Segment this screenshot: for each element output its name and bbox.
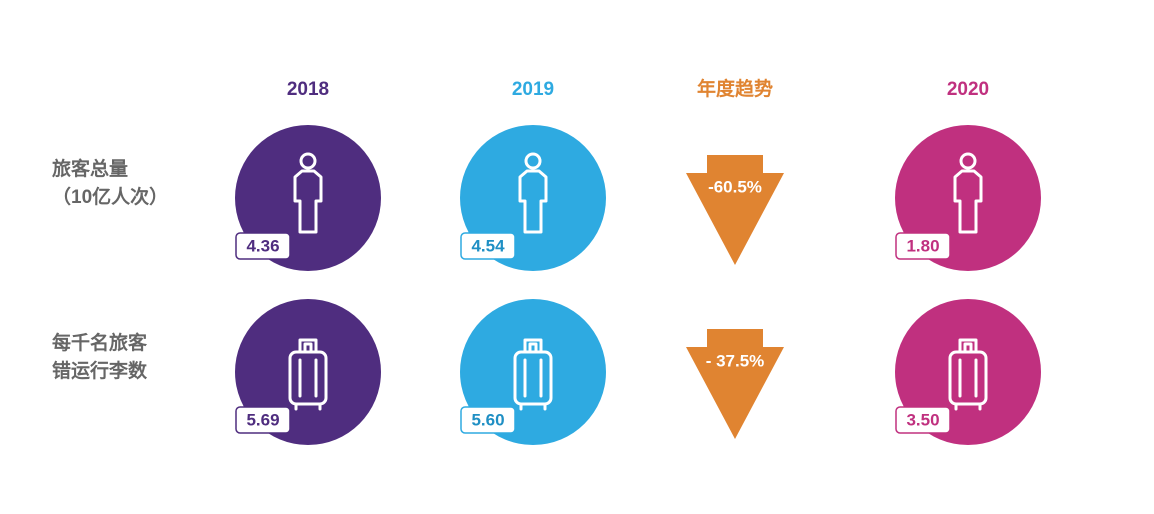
luggage-icon-handle [523,338,543,354]
row-label: （10亿人次） [52,185,168,208]
value: 4.54 [471,236,505,255]
column-header: 2020 [947,79,989,100]
luggage-icon-lines [294,358,322,411]
value: 5.60 [471,410,504,429]
value-badge [895,232,951,260]
luggage-icon-handle [958,338,978,354]
luggage-icon-lines [954,358,982,411]
value: 1.80 [906,236,939,255]
value-badge [895,406,951,434]
down-arrow [686,155,784,265]
luggage-icon-body [948,350,988,406]
luggage-icon-body [288,350,328,406]
column-header: 年度趋势 [697,77,773,100]
luggage-icon-lines [519,358,547,411]
value: 3.50 [906,410,939,429]
person-icon-head [524,152,542,170]
row-label: 错运行李数 [52,359,148,382]
value: 4.36 [246,236,279,255]
person-icon-body [953,169,983,234]
person-icon-head [299,152,317,170]
row-label: 旅客总量 [52,157,128,180]
trend-value: -60.5% [708,177,762,196]
row-label: 每千名旅客 [52,331,148,354]
luggage-icon-handle [298,338,318,354]
down-arrow [686,329,784,439]
person-icon-head [959,152,977,170]
column-header: 2018 [287,79,329,100]
person-icon-body [293,169,323,234]
value-badge [460,232,516,260]
value-badge [460,406,516,434]
column-header: 2019 [512,79,554,100]
trend-value: - 37.5% [706,351,765,370]
value-badge [235,406,291,434]
value-badge [235,232,291,260]
person-icon-body [518,169,548,234]
value: 5.69 [246,410,279,429]
luggage-icon-body [513,350,553,406]
